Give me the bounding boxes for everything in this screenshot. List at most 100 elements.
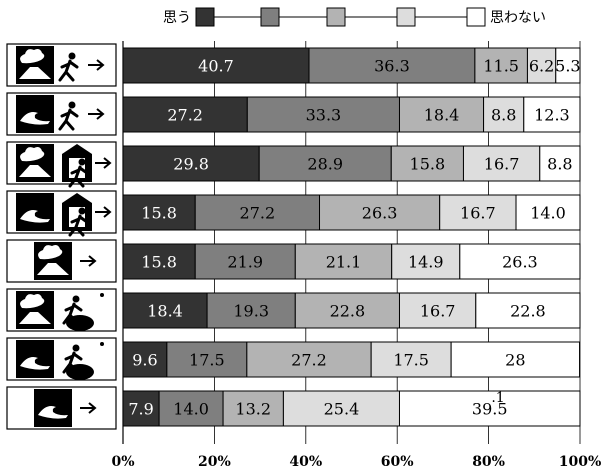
- data-label: 21.9: [227, 253, 263, 272]
- data-label: 7.9: [128, 400, 153, 419]
- data-label: 12.3: [534, 106, 570, 125]
- data-label: 8.8: [491, 106, 516, 125]
- eruption-exit-icon: [6, 43, 117, 87]
- bar-segment: [370, 341, 452, 378]
- data-label: 25.4: [324, 400, 360, 419]
- bar-segment: [398, 96, 485, 133]
- data-label: 14.0: [173, 400, 209, 419]
- bar-segment: [319, 194, 441, 231]
- bar-segment: [122, 47, 310, 84]
- data-label: 14.9: [408, 253, 444, 272]
- bar-segment: [398, 292, 477, 329]
- bar-segment: [515, 194, 581, 231]
- bar-segment: [308, 47, 476, 84]
- bar-segment: [475, 292, 581, 329]
- legend-right-label: 思わない: [490, 10, 546, 26]
- data-label: 15.8: [141, 253, 177, 272]
- legend-swatch: [466, 7, 486, 27]
- legend-swatch: [260, 7, 280, 27]
- bar-segment: [122, 145, 260, 182]
- data-label: 26.3: [502, 253, 538, 272]
- legend-swatch: [396, 7, 416, 27]
- bar-segment: [282, 390, 400, 427]
- tsunami-exit-icon: [6, 92, 117, 136]
- bar-segment: [483, 96, 525, 133]
- bars: 40.7 36.3 11.5 6.2 5.3 27.2 33.3 18.4 8.8 12.3 29.…: [122, 47, 581, 427]
- bar-segment: [474, 47, 528, 84]
- legend: 思う 思わない: [163, 7, 546, 27]
- data-label: 36.3: [374, 57, 410, 76]
- category-icons: [6, 43, 117, 430]
- data-label: 17.5: [393, 351, 429, 370]
- x-axis: 0% 20% 40% 60% 80% 100%: [111, 454, 601, 470]
- eruption-arrow-icon: [6, 239, 117, 283]
- bar-segment: [122, 96, 248, 133]
- annotation-label: .1: [491, 390, 504, 406]
- data-label: 15.8: [141, 204, 177, 223]
- bar-segment: [523, 96, 581, 133]
- data-label: 14.0: [530, 204, 566, 223]
- bar-segment: [166, 341, 248, 378]
- data-label: 16.7: [460, 204, 496, 223]
- bar-segment: [246, 96, 400, 133]
- bar-segment: [294, 243, 393, 280]
- data-label: 33.3: [306, 106, 342, 125]
- data-label: 13.2: [235, 400, 271, 419]
- bar-segment: [539, 145, 581, 182]
- x-tick-label: 40%: [289, 454, 322, 470]
- data-label: 16.7: [484, 155, 520, 174]
- data-label: 11.5: [483, 57, 519, 76]
- bar-segment: [555, 47, 581, 84]
- data-label: 9.6: [132, 351, 157, 370]
- data-label: 15.8: [410, 155, 446, 174]
- data-label: 27.2: [291, 351, 327, 370]
- tsunami-evacuate-high-ground-icon: [6, 337, 117, 381]
- data-label: 19.3: [233, 302, 269, 321]
- data-label: 21.1: [326, 253, 362, 272]
- bar-segment: [459, 243, 581, 280]
- bar-segment: [122, 390, 160, 427]
- tsunami-shelter-icon: [6, 190, 117, 237]
- eruption-shelter-icon: [6, 141, 117, 188]
- data-label: 29.8: [173, 155, 209, 174]
- bar-segment: [122, 194, 196, 231]
- data-label: 22.8: [510, 302, 546, 321]
- tsunami-arrow-icon: [6, 386, 117, 430]
- data-label: 8.8: [547, 155, 572, 174]
- bar-segment: [206, 292, 296, 329]
- bar-segment: [194, 194, 321, 231]
- legend-swatch: [195, 7, 215, 27]
- bar-segment: [158, 390, 224, 427]
- data-label: 22.8: [330, 302, 366, 321]
- data-label: 6.2: [529, 57, 554, 76]
- data-label: 17.5: [189, 351, 225, 370]
- legend-left-label: 思う: [163, 10, 191, 26]
- x-tick-label: 80%: [472, 454, 505, 470]
- bar-segment: [122, 243, 196, 280]
- data-label: 28.9: [307, 155, 343, 174]
- bar-segment: [122, 341, 168, 378]
- data-label: 39.5: [472, 400, 508, 419]
- data-label: 5.3: [555, 57, 580, 76]
- x-tick-label: 20%: [198, 454, 231, 470]
- bar-segment: [398, 390, 581, 427]
- data-label: 18.4: [424, 106, 460, 125]
- bar-segment: [258, 145, 392, 182]
- eruption-evacuate-high-ground-icon: [6, 288, 117, 332]
- data-label: 26.3: [362, 204, 398, 223]
- x-tick-label: 0%: [111, 454, 134, 470]
- bar-segment: [462, 145, 541, 182]
- data-label: 28: [505, 351, 525, 370]
- bar-segment: [294, 292, 400, 329]
- data-label: 18.4: [147, 302, 183, 321]
- bar-segment: [391, 243, 461, 280]
- data-label: 16.7: [420, 302, 456, 321]
- x-tick-label: 100%: [559, 454, 601, 470]
- legend-swatch: [326, 7, 346, 27]
- data-label: 40.7: [198, 57, 234, 76]
- bar-segment: [122, 292, 208, 329]
- data-label: 27.2: [240, 204, 276, 223]
- data-label: 27.2: [167, 106, 203, 125]
- bar-segment: [450, 341, 581, 378]
